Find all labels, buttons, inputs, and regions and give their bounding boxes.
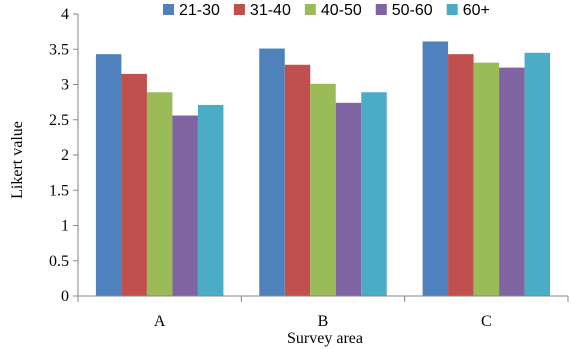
y-tick-label: 2.5 <box>49 112 69 129</box>
legend-item: 31-40 <box>233 2 291 19</box>
legend-swatch <box>446 4 458 15</box>
bar <box>335 102 362 296</box>
bar <box>473 62 500 296</box>
legend-swatch <box>233 4 245 15</box>
y-axis-label: Likert value <box>9 121 26 199</box>
bar <box>524 52 551 297</box>
legend-swatch <box>163 4 174 15</box>
bar <box>197 104 224 296</box>
legend-label: 60+ <box>463 2 490 19</box>
bar <box>259 48 285 296</box>
bar <box>95 54 122 297</box>
bar <box>499 67 525 296</box>
legend-swatch <box>375 4 387 15</box>
legend-label: 50-60 <box>392 2 433 19</box>
bar <box>284 64 311 296</box>
x-tick-label: A <box>154 313 166 330</box>
legend-swatch <box>304 4 316 15</box>
bar <box>121 73 147 296</box>
y-tick-label: 0.5 <box>49 253 69 270</box>
legend-item: 40-50 <box>304 2 362 19</box>
bars <box>95 41 551 297</box>
y-tick-label: 1.5 <box>49 182 69 199</box>
bar <box>422 41 449 297</box>
y-tick-label: 3.5 <box>49 41 69 58</box>
legend: 21-30 31-40 40-50 50-60 60+ <box>163 2 490 19</box>
bar <box>361 92 387 296</box>
legend-item: 50-60 <box>375 2 433 19</box>
bar <box>146 92 173 296</box>
legend-item: 21-30 <box>163 2 220 19</box>
y-tick-label: 0 <box>61 288 69 305</box>
legend-item: 60+ <box>446 2 490 19</box>
legend-label: 21-30 <box>179 2 220 19</box>
legend-label: 31-40 <box>250 2 291 19</box>
bar <box>310 83 336 296</box>
bar <box>172 115 198 297</box>
x-axis-label: Survey area <box>287 330 363 347</box>
y-tick-label: 1 <box>61 218 69 235</box>
x-tick-label: C <box>481 313 492 330</box>
bar <box>448 54 474 297</box>
x-tick-label: B <box>318 313 329 330</box>
y-tick-label: 2 <box>61 147 69 164</box>
y-axis-ticks: 0 0.5 1 1.5 2 2.5 3 3.5 4 <box>49 6 78 305</box>
x-axis-ticks: A B C <box>77 296 569 330</box>
y-tick-label: 4 <box>61 6 69 23</box>
legend-label: 40-50 <box>321 2 362 19</box>
y-tick-label: 3 <box>61 77 69 94</box>
